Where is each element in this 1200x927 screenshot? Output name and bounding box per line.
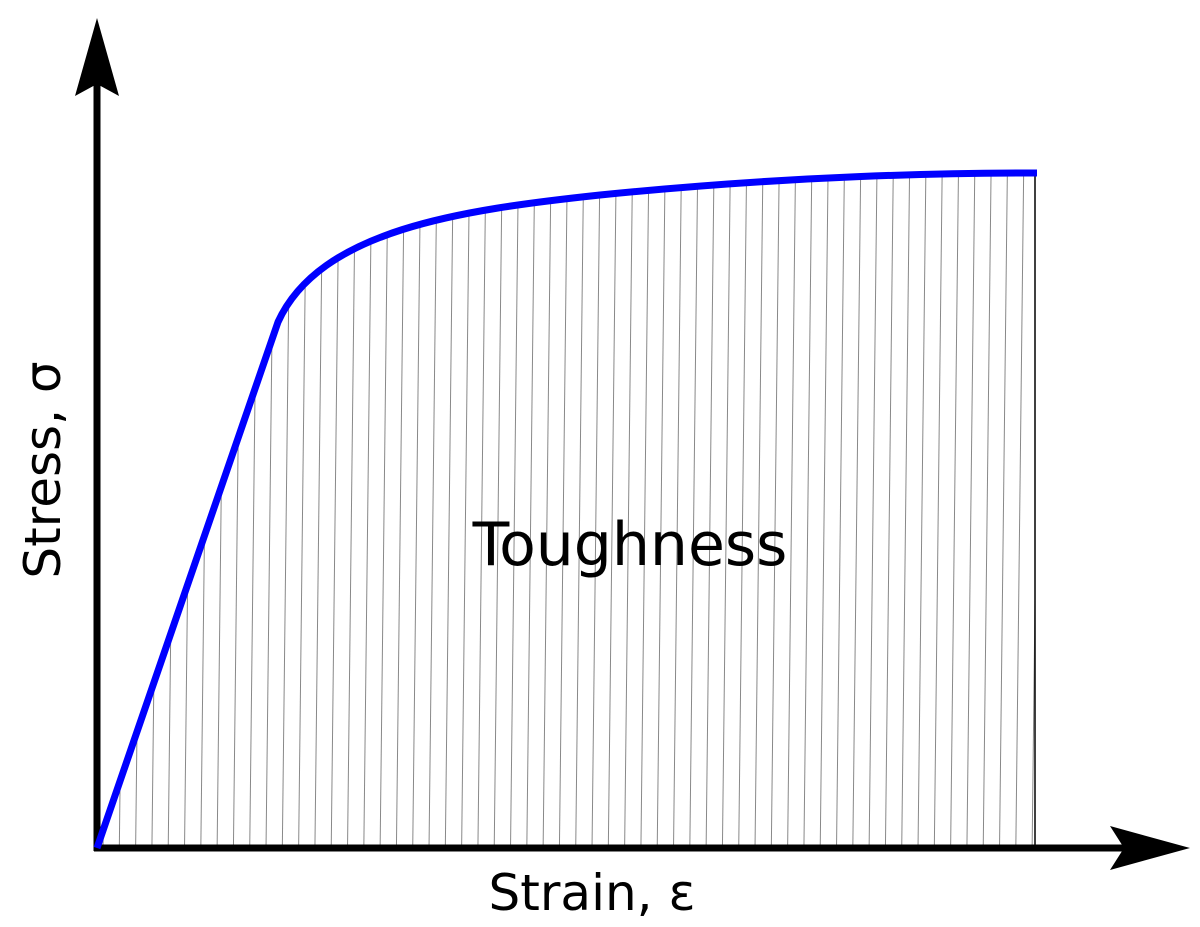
hatch-line (575, 173, 585, 848)
hatch-line (917, 173, 927, 848)
hatch-line (640, 173, 650, 848)
hatch-line (232, 173, 242, 848)
hatch-line (950, 173, 960, 848)
hatch-line (787, 173, 797, 848)
hatch-line (347, 173, 356, 848)
hatch-line (558, 173, 568, 848)
hatch-line (395, 173, 405, 848)
hatch-line (379, 173, 389, 848)
hatch-line (624, 173, 634, 848)
hatch-line (689, 173, 699, 848)
hatch-line (249, 173, 259, 848)
hatch-line (884, 173, 894, 848)
x-label: Strain, ε (489, 864, 696, 922)
hatch-line (656, 173, 666, 848)
hatch-line (982, 173, 992, 848)
hatch-line (705, 173, 715, 848)
hatch-line (868, 173, 878, 848)
hatch-line (461, 173, 471, 848)
hatch-line (591, 173, 601, 848)
hatch-line (200, 173, 210, 848)
hatch-line (738, 173, 748, 848)
hatch-line (151, 173, 161, 848)
hatch-line (1031, 173, 1035, 848)
hatch-line (510, 173, 519, 848)
hatch-line (412, 173, 422, 848)
hatch-line (330, 173, 340, 848)
region-label: Toughness (472, 510, 788, 580)
hatch-line (477, 173, 487, 848)
y-label: Stress, σ (14, 361, 72, 578)
curve (93, 169, 1038, 850)
hatch-line (966, 173, 976, 848)
hatch-line (999, 173, 1008, 848)
hatch-line (184, 173, 193, 848)
hatch-line (819, 173, 829, 848)
hatch-line (314, 173, 324, 848)
hatch-line (852, 173, 862, 848)
hatch-line (901, 173, 911, 848)
hatch-line (493, 173, 503, 848)
hatch-line (673, 173, 682, 848)
hatch-line (770, 173, 780, 848)
hatch-line (803, 173, 813, 848)
hatch-line (607, 173, 617, 848)
x-arrow (1110, 826, 1190, 870)
hatch-line (754, 173, 764, 848)
hatch-line (933, 173, 943, 848)
hatch-line (526, 173, 536, 848)
hatch-line (102, 173, 112, 848)
hatch-line (836, 173, 845, 848)
hatch-line (444, 173, 454, 848)
hatch-line (298, 173, 308, 848)
hatch (102, 173, 1035, 848)
hatch-line (428, 173, 438, 848)
hatch-line (167, 173, 177, 848)
hatch-line (363, 173, 373, 848)
hatch-line (118, 173, 128, 848)
hatch-line (1015, 173, 1025, 848)
hatch-line (281, 173, 291, 848)
hatch-line (135, 173, 145, 848)
y-arrow (75, 18, 119, 96)
hatch-line (721, 173, 731, 848)
hatch-line (265, 173, 275, 848)
hatch-line (542, 173, 552, 848)
